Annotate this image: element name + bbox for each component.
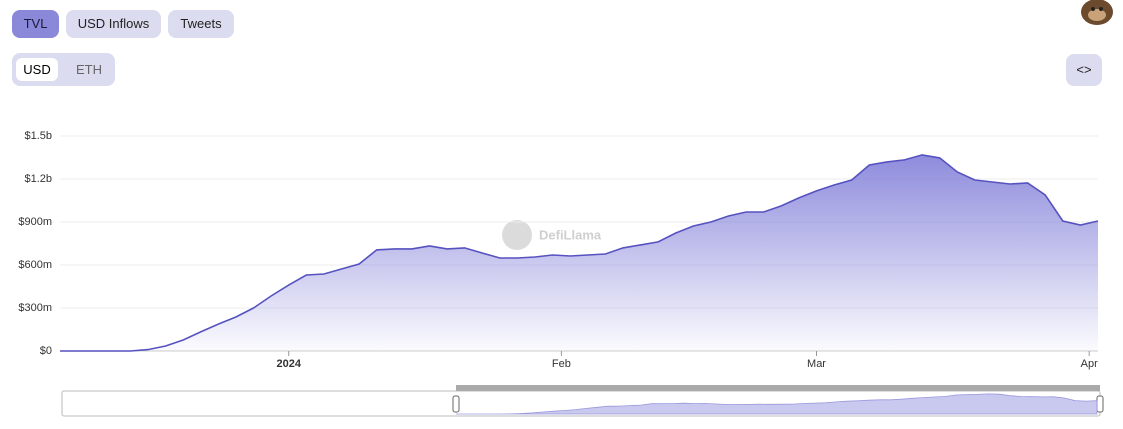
- x-tick-label: Feb: [552, 358, 571, 370]
- x-tick-label: 2024: [276, 358, 301, 370]
- y-tick-label: $0: [40, 345, 52, 357]
- currency-toggle: USD ETH: [12, 53, 115, 86]
- inflows-button[interactable]: USD Inflows: [66, 10, 161, 38]
- brush-area: [456, 393, 1098, 415]
- watermark-text: DefiLlama: [539, 227, 602, 242]
- y-tick-label: $300m: [18, 302, 52, 314]
- tvl-button[interactable]: TVL: [12, 10, 59, 38]
- x-tick-label: Apr: [1081, 358, 1098, 370]
- area: [60, 154, 1098, 351]
- brush-handle[interactable]: [452, 395, 460, 413]
- x-tick-label: Mar: [807, 358, 826, 370]
- brush-handle-bar[interactable]: [456, 385, 1100, 391]
- y-tick-label: $1.2b: [24, 173, 52, 185]
- y-tick-label: $1.5b: [24, 130, 52, 142]
- eth-option[interactable]: ETH: [76, 62, 102, 77]
- brush-handle[interactable]: [1096, 395, 1104, 413]
- y-tick-label: $900m: [18, 216, 52, 228]
- embed-button[interactable]: <>: [1066, 54, 1102, 86]
- y-tick-label: $600m: [18, 259, 52, 271]
- avatar: [1081, 0, 1113, 25]
- tweets-button[interactable]: Tweets: [168, 10, 234, 38]
- watermark: DefiLlama: [502, 220, 602, 250]
- usd-option[interactable]: USD: [16, 58, 58, 81]
- line: [60, 154, 1099, 352]
